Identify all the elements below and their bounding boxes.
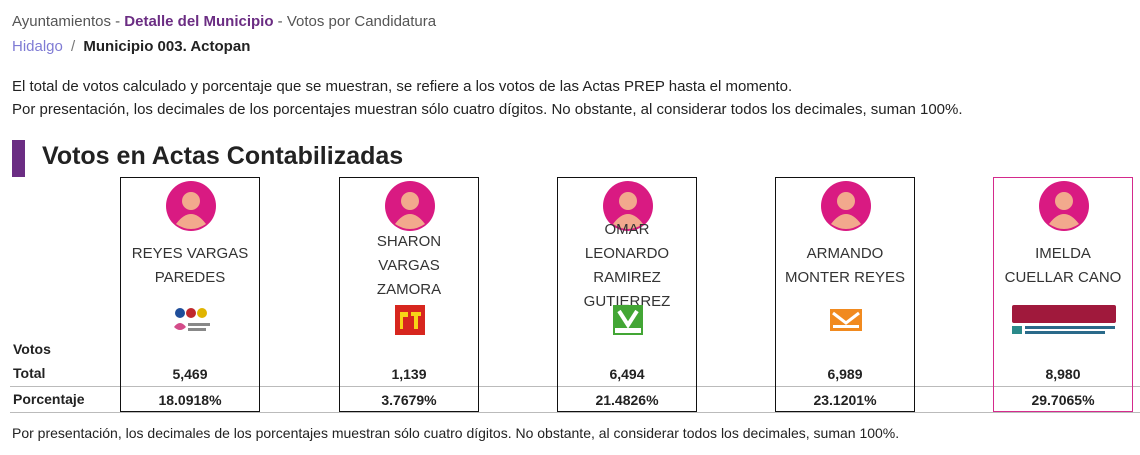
vote-total: 8,980: [1045, 366, 1081, 382]
municipality: Municipio 003. Actopan: [83, 38, 251, 55]
crumb-sep: -: [277, 13, 283, 30]
candidate-name: REYES VARGAS PAREDES: [131, 245, 249, 286]
row-label: Total: [13, 365, 46, 381]
vote-total: 6,989: [827, 366, 863, 382]
vote-percentage: 3.7679%: [381, 392, 437, 408]
row-label: Porcentaje: [13, 391, 85, 407]
candidate-name: OMAR LEONARDO RAMIREZ GUTIERREZ: [583, 221, 671, 310]
heading: Votos en Actas Contabilizadas: [42, 142, 404, 170]
note: El total de votos calculado y porcentaje…: [12, 78, 793, 95]
vote-total: 5,469: [172, 366, 208, 382]
row-rule: [10, 386, 1140, 387]
candidate-card: SHARON VARGAS ZAMORA 1,139 3.7679%: [339, 177, 479, 412]
party-logo: [613, 305, 643, 335]
avatar: [821, 181, 871, 231]
state-link[interactable]: Hidalgo: [12, 38, 63, 55]
loc-sep: /: [71, 38, 76, 55]
footnote: Por presentación, los decimales de los p…: [12, 425, 900, 441]
candidate-name: SHARON VARGAS ZAMORA: [376, 233, 442, 298]
candidate-name: ARMANDO MONTER REYES: [784, 245, 905, 286]
avatar: [166, 181, 216, 231]
crumb-view: Votos por Candidatura: [286, 13, 437, 30]
avatar: [1039, 181, 1089, 231]
note: Por presentación, los decimales de los p…: [12, 101, 963, 118]
vote-percentage: 29.7065%: [1031, 392, 1095, 408]
vote-percentage: 21.4826%: [595, 392, 659, 408]
candidate-card: OMAR LEONARDO RAMIREZ GUTIERREZ 6,494 21.4…: [557, 177, 697, 412]
party-logo: [395, 305, 425, 335]
party-logo: [1012, 305, 1116, 334]
vote-total: 1,139: [391, 366, 427, 382]
crumb-page[interactable]: Detalle del Municipio: [124, 13, 274, 30]
heading-bar: [12, 140, 25, 177]
vote-percentage: 18.0918%: [158, 392, 222, 408]
vote-percentage: 23.1201%: [813, 392, 877, 408]
candidate-card: REYES VARGAS PAREDES 5,469 18.0918%: [120, 177, 260, 412]
party-logo: [174, 308, 210, 331]
candidate-name: IMELDA CUELLAR CANO: [1004, 245, 1122, 286]
vote-total: 6,494: [609, 366, 645, 382]
avatar: [385, 181, 435, 231]
avatar: [603, 181, 653, 231]
candidate-card: ARMANDO MONTER REYES 6,989 23.1201%: [775, 177, 915, 412]
row-rule: [10, 412, 1140, 413]
breadcrumb: Ayuntamientos - Detalle del Municipio - …: [12, 13, 436, 30]
crumb-section[interactable]: Ayuntamientos: [12, 13, 111, 30]
candidate-card: IMELDA CUELLAR CANO 8,980 29.7065%: [993, 177, 1133, 412]
crumb-sep: -: [115, 13, 121, 30]
row-label: Votos: [13, 341, 51, 357]
location: Hidalgo / Municipio 003. Actopan: [12, 38, 250, 55]
party-logo: [830, 309, 862, 331]
